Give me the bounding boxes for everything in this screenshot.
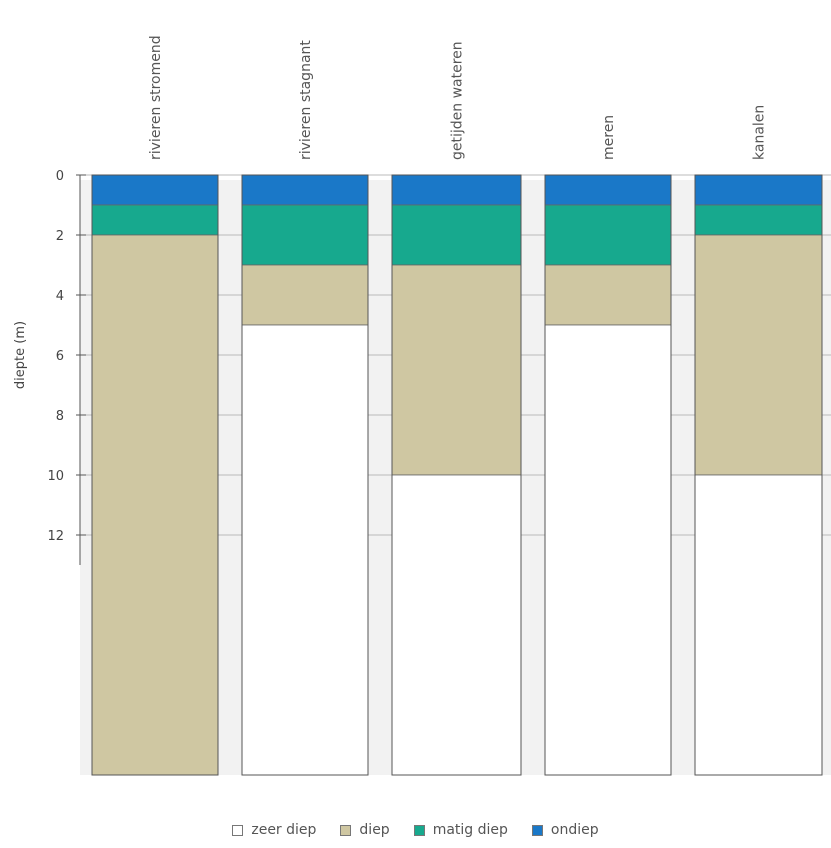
gap-shade-3 [521, 180, 545, 775]
category-label: getijden wateren [450, 41, 466, 160]
legend-swatch-ondiep [531, 824, 543, 836]
bar-rivieren-stagnant-zeer-diep [241, 324, 369, 776]
category-label: kanalen [752, 105, 768, 160]
legend-item-zeer-diep: zeer diep [232, 822, 316, 838]
bar-getijden-wateren-diep [391, 264, 522, 476]
legend-swatch-zeer-diep [232, 824, 244, 836]
y-axis-label: diepte (m) [13, 321, 28, 389]
gap-shade-2 [368, 180, 392, 775]
bar-rivieren-stagnant-matig-diep [241, 204, 369, 266]
bar-getijden-wateren-zeer-diep [391, 474, 522, 776]
y-tick-label: 2 [56, 229, 64, 244]
y-tick-label: 4 [56, 289, 64, 304]
gap-shade-right [822, 180, 831, 775]
bar-rivieren-stromend-matig-diep [91, 204, 219, 236]
legend-label-matig-diep: matig diep [432, 822, 508, 838]
bar-kanalen-diep [694, 234, 823, 476]
depth-chart: rivieren stromend rivieren stagnant getijd… [13, 35, 831, 776]
bar-rivieren-stagnant-diep [241, 264, 369, 326]
legend-item-ondiep: ondiep [531, 822, 599, 838]
bar-outline-4 [694, 174, 823, 776]
y-tick-label: 8 [56, 409, 64, 424]
legend-item-matig-diep: matig diep [413, 822, 508, 838]
bar-getijden-wateren-matig-diep [391, 204, 522, 266]
gap-shade-1 [218, 180, 242, 775]
bar-outline-0 [91, 174, 219, 776]
bar-rivieren-stromend-diep [91, 234, 219, 776]
gap-shade-4 [671, 180, 695, 775]
y-tick-label: 6 [56, 349, 64, 364]
y-tick-label: 0 [56, 169, 64, 184]
bar-rivieren-stagnant-ondiep [241, 174, 369, 206]
category-label: meren [601, 115, 617, 160]
bar-kanalen-matig-diep [694, 204, 823, 236]
bar-meren-matig-diep [544, 204, 672, 266]
y-tick-label: 12 [47, 529, 64, 544]
bar-rivieren-stromend-ondiep [91, 174, 219, 206]
bar-meren-diep [544, 264, 672, 326]
bar-meren-zeer-diep [544, 324, 672, 776]
category-label: rivieren stromend [148, 35, 164, 160]
legend-label-ondiep: ondiep [550, 822, 599, 838]
category-label: rivieren stagnant [298, 40, 314, 160]
gap-shade-0 [80, 180, 92, 775]
legend: zeer diep diep matig diep ondiep [0, 822, 831, 838]
bar-getijden-wateren-ondiep [391, 174, 522, 206]
bar-outline-2 [391, 174, 522, 776]
bar-meren-ondiep [544, 174, 672, 206]
legend-item-diep: diep [340, 822, 390, 838]
legend-label-diep: diep [359, 822, 390, 838]
legend-label-zeer-diep: zeer diep [251, 822, 317, 838]
legend-swatch-matig-diep [413, 824, 425, 836]
bar-kanalen-ondiep [694, 174, 823, 206]
bar-outline-3 [544, 174, 672, 776]
y-tick-label: 10 [47, 469, 64, 484]
legend-swatch-diep [340, 824, 352, 836]
bar-kanalen-zeer-diep [694, 474, 823, 776]
bar-outline-1 [241, 174, 369, 776]
